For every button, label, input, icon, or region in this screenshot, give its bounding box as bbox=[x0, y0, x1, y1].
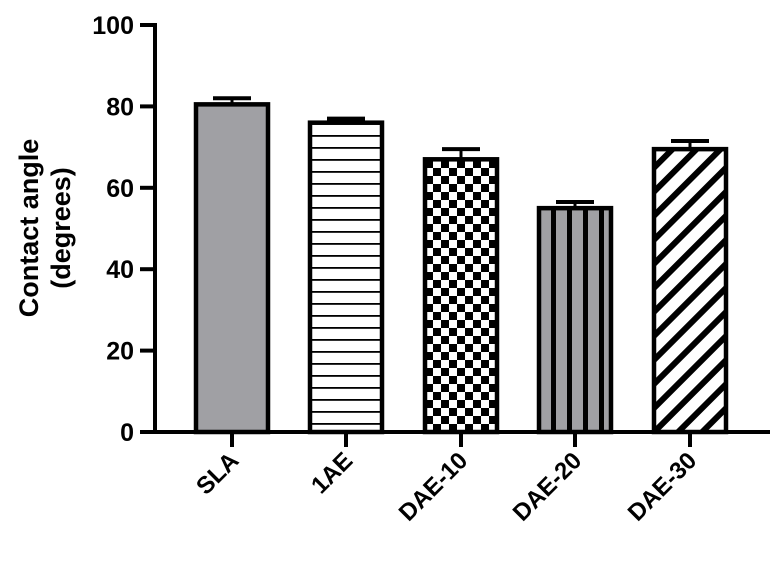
bar-1ae bbox=[307, 116, 385, 435]
bar-sla bbox=[193, 96, 271, 435]
x-axis: SLA 1AE DAE-10 DAE-20 DAE-30 bbox=[153, 430, 770, 527]
y-axis: 0 20 40 60 80 100 bbox=[92, 12, 157, 447]
y-tick-label: 60 bbox=[106, 175, 134, 203]
y-tick-label: 80 bbox=[106, 93, 134, 121]
y-axis-label-line-2: (degrees) bbox=[46, 167, 76, 289]
y-tick-label: 100 bbox=[92, 12, 134, 40]
bar-rect bbox=[422, 157, 500, 435]
x-tick-label: DAE-30 bbox=[623, 447, 702, 526]
y-tick-label: 40 bbox=[106, 256, 134, 284]
y-tick-label: 0 bbox=[120, 419, 134, 447]
x-tick-label: DAE-10 bbox=[394, 447, 473, 526]
bar-dae-30 bbox=[651, 138, 729, 435]
x-tick-label: 1AE bbox=[306, 447, 358, 499]
bar-dae-20 bbox=[536, 200, 614, 435]
bar-rect bbox=[307, 120, 385, 435]
bar-rect bbox=[651, 146, 729, 435]
x-tick-label: SLA bbox=[191, 447, 244, 500]
bar-dae-10 bbox=[422, 147, 500, 435]
bar-rect bbox=[193, 102, 271, 435]
bar-rect bbox=[536, 205, 614, 435]
x-tick-label: DAE-20 bbox=[508, 447, 587, 526]
y-axis-label: Contact angle (degrees) bbox=[14, 139, 76, 318]
y-axis-label-line-1: Contact angle bbox=[14, 139, 44, 318]
bars bbox=[193, 96, 729, 435]
y-tick-label: 20 bbox=[106, 338, 134, 366]
